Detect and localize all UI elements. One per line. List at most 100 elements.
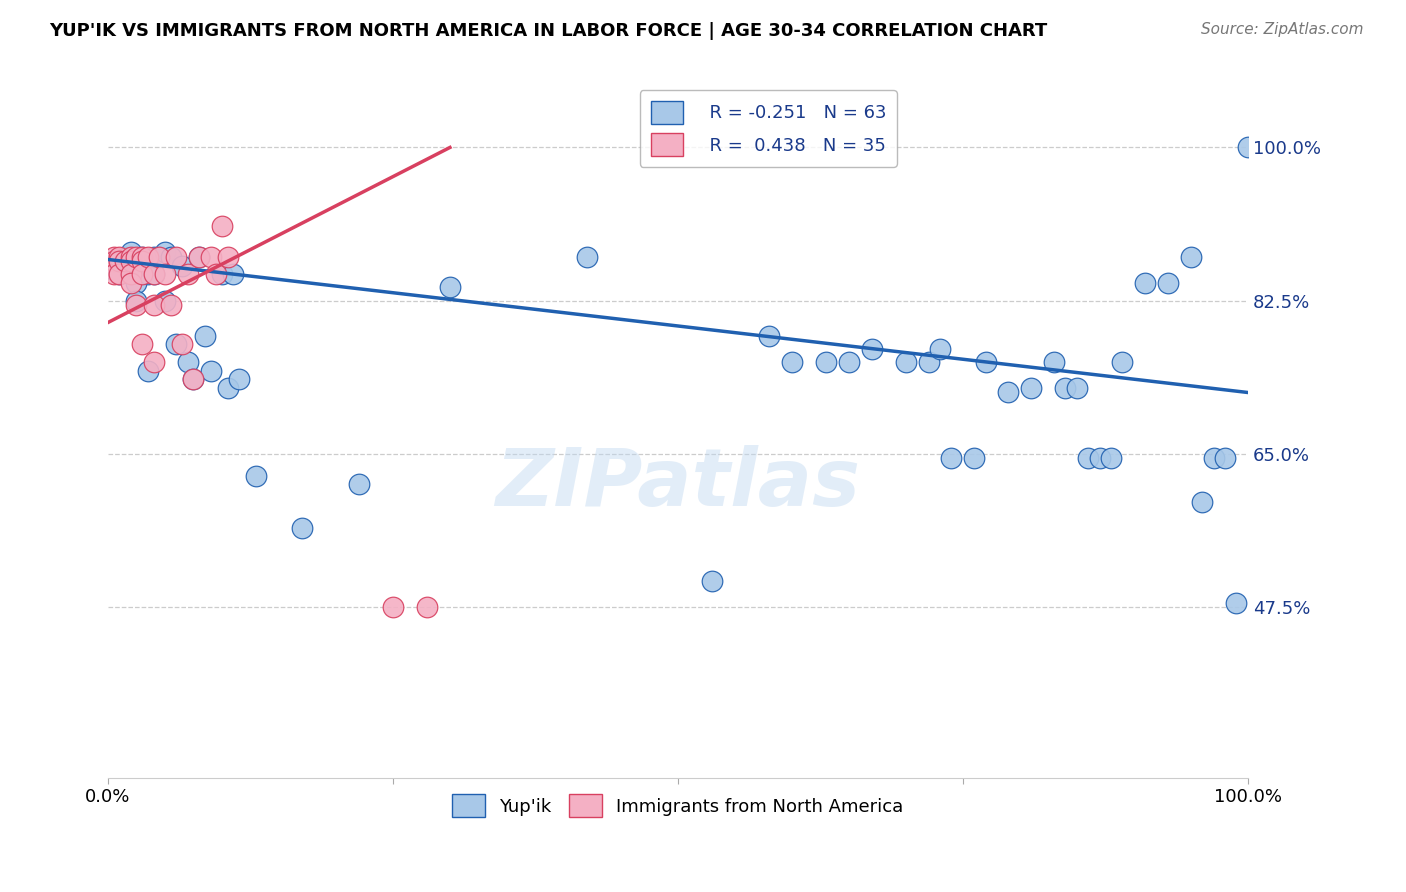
Point: [1019, 381, 1042, 395]
Point: [1237, 140, 1260, 154]
Point: [1099, 451, 1122, 466]
Point: [200, 363, 222, 377]
Point: [136, 363, 159, 377]
Point: [1202, 451, 1225, 466]
Point: [211, 219, 233, 234]
Point: [291, 521, 314, 535]
Point: [165, 250, 187, 264]
Point: [120, 268, 142, 282]
Point: [103, 254, 125, 268]
Point: [918, 355, 941, 369]
Point: [120, 245, 142, 260]
Point: [131, 254, 153, 268]
Point: [159, 298, 181, 312]
Point: [131, 337, 153, 351]
Point: [120, 254, 142, 268]
Text: ZIPatlas: ZIPatlas: [495, 444, 860, 523]
Point: [217, 250, 239, 264]
Point: [172, 337, 194, 351]
Point: [114, 254, 136, 268]
Point: [120, 268, 142, 282]
Point: [131, 250, 153, 264]
Point: [142, 250, 165, 264]
Point: [165, 337, 187, 351]
Point: [894, 355, 917, 369]
Point: [103, 263, 125, 277]
Point: [1213, 451, 1236, 466]
Point: [136, 250, 159, 264]
Text: YUP'IK VS IMMIGRANTS FROM NORTH AMERICA IN LABOR FORCE | AGE 30-34 CORRELATION C: YUP'IK VS IMMIGRANTS FROM NORTH AMERICA …: [49, 22, 1047, 40]
Point: [136, 268, 159, 282]
Point: [217, 381, 239, 395]
Point: [575, 250, 598, 264]
Point: [125, 276, 148, 290]
Point: [108, 268, 131, 282]
Point: [1191, 495, 1213, 509]
Point: [1054, 381, 1077, 395]
Point: [148, 250, 170, 264]
Point: [131, 254, 153, 268]
Point: [860, 342, 883, 356]
Point: [1077, 451, 1099, 466]
Point: [108, 254, 131, 268]
Point: [997, 385, 1019, 400]
Point: [183, 372, 205, 386]
Point: [780, 355, 803, 369]
Point: [200, 250, 222, 264]
Point: [183, 372, 205, 386]
Point: [188, 250, 211, 264]
Point: [1043, 355, 1066, 369]
Point: [700, 574, 723, 588]
Point: [125, 250, 148, 264]
Point: [125, 298, 148, 312]
Point: [758, 328, 780, 343]
Point: [142, 268, 165, 282]
Point: [815, 355, 838, 369]
Text: Source: ZipAtlas.com: Source: ZipAtlas.com: [1201, 22, 1364, 37]
Point: [153, 268, 176, 282]
Point: [439, 280, 461, 294]
Point: [1135, 276, 1157, 290]
Point: [131, 250, 153, 264]
Point: [228, 372, 250, 386]
Point: [131, 268, 153, 282]
Legend: Yup'ik, Immigrants from North America: Yup'ik, Immigrants from North America: [444, 787, 911, 824]
Point: [103, 268, 125, 282]
Point: [103, 250, 125, 264]
Point: [963, 451, 986, 466]
Point: [1111, 355, 1133, 369]
Point: [125, 293, 148, 308]
Point: [172, 259, 194, 273]
Point: [245, 468, 267, 483]
Point: [347, 477, 370, 491]
Point: [1180, 250, 1202, 264]
Point: [120, 276, 142, 290]
Point: [1225, 595, 1247, 609]
Point: [211, 268, 233, 282]
Point: [188, 250, 211, 264]
Point: [148, 250, 170, 264]
Point: [1066, 381, 1088, 395]
Point: [194, 328, 217, 343]
Point: [177, 355, 200, 369]
Point: [142, 298, 165, 312]
Point: [120, 254, 142, 268]
Point: [941, 451, 963, 466]
Point: [974, 355, 997, 369]
Point: [416, 599, 439, 614]
Point: [153, 245, 176, 260]
Point: [1157, 276, 1180, 290]
Point: [153, 293, 176, 308]
Point: [108, 250, 131, 264]
Point: [120, 250, 142, 264]
Point: [108, 268, 131, 282]
Point: [222, 268, 245, 282]
Point: [381, 599, 404, 614]
Point: [177, 268, 200, 282]
Point: [142, 268, 165, 282]
Point: [114, 250, 136, 264]
Point: [159, 250, 181, 264]
Point: [838, 355, 860, 369]
Point: [205, 268, 228, 282]
Point: [1088, 451, 1111, 466]
